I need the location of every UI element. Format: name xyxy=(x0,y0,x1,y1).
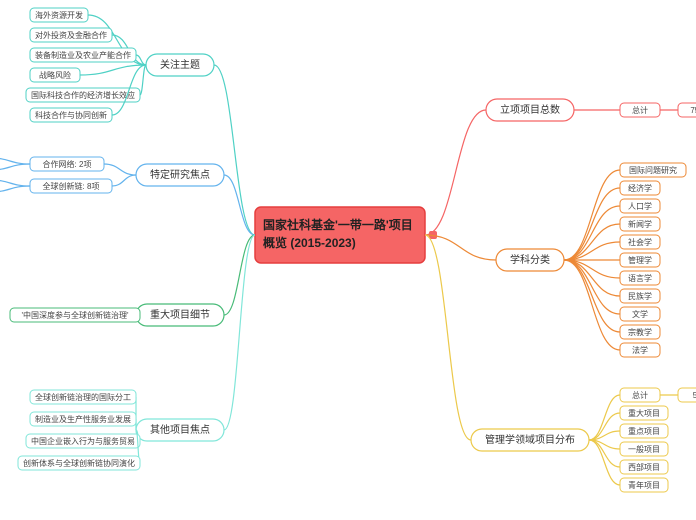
leaf-西部项目-text: 西部项目 xyxy=(628,462,660,472)
connector xyxy=(112,175,136,186)
leaf-科技合作与协同创新-text: 科技合作与协同创新 xyxy=(35,110,107,120)
leaf-'中国深度参与全球创新链治理'-text: '中国深度参与全球创新链治理' xyxy=(21,310,129,320)
connector xyxy=(564,260,620,296)
leaf-中国企业嵌入行为与服务贸易-text: 中国企业嵌入行为与服务贸易 xyxy=(31,436,135,446)
connector xyxy=(0,164,30,170)
leaf-一般项目-text: 一般项目 xyxy=(628,444,660,454)
leaf-总计-text: 总计 xyxy=(632,105,648,115)
leaf-宗教学-text: 宗教学 xyxy=(628,327,652,337)
connector xyxy=(564,224,620,260)
connector xyxy=(214,65,255,235)
leaf-重大项目-text: 重大项目 xyxy=(628,408,660,418)
connector xyxy=(104,164,136,175)
leaf-重点项目-text: 重点项目 xyxy=(628,426,660,436)
leaf-总计-text: 总计 xyxy=(632,390,648,400)
leaf-社会学-text: 社会学 xyxy=(628,237,652,247)
leaf-民族学-text: 民族学 xyxy=(628,291,652,301)
leaf-全球创新链: 8项-text: 全球创新链: 8项 xyxy=(43,181,100,191)
connector xyxy=(140,65,146,95)
connector xyxy=(224,235,255,430)
branch-学科分类-label: 学科分类 xyxy=(510,253,550,266)
branch-管理学领域项目分布-label: 管理学领域项目分布 xyxy=(485,433,575,446)
leaf-语言学-text: 语言学 xyxy=(628,273,652,283)
leaf-全球创新链治理的国际分工-text: 全球创新链治理的国际分工 xyxy=(35,392,131,402)
mindmap-canvas: 国家社科基金'一带一路'项目概览 (2015-2023) 关注主题 海外资源开发对外… xyxy=(0,0,696,520)
branch-立项项目总数-label: 立项项目总数 xyxy=(500,103,560,116)
leaf-青年项目-text: 青年项目 xyxy=(628,480,660,490)
connector xyxy=(425,235,471,440)
branch-其他项目焦点-label: 其他项目焦点 xyxy=(150,423,210,436)
connector xyxy=(564,188,620,260)
leaf-文学-text: 文学 xyxy=(632,309,648,319)
center-node[interactable] xyxy=(255,207,425,263)
leaf-合作网络: 2项-text: 合作网络: 2项 xyxy=(43,159,92,169)
leaf-海外资源开发-text: 海外资源开发 xyxy=(35,10,83,20)
leaf-创新体系与全球创新链协同演化-text: 创新体系与全球创新链协同演化 xyxy=(23,458,135,468)
leaf-新闻学-text: 新闻学 xyxy=(628,219,652,229)
leaf-装备制造业及农业产能合作-text: 装备制造业及农业产能合作 xyxy=(35,50,131,60)
connector xyxy=(564,260,620,350)
branch-关注主题-label: 关注主题 xyxy=(160,58,200,71)
leaf-经济学-text: 经济学 xyxy=(628,183,652,193)
connector xyxy=(0,186,30,192)
leaf-管理学-text: 管理学 xyxy=(628,255,652,265)
connector xyxy=(564,260,620,332)
leaf-制造业及生产性服务业发展-text: 制造业及生产性服务业发展 xyxy=(35,414,131,424)
connector xyxy=(589,440,620,485)
connector xyxy=(224,235,255,315)
leaf-国际问题研究-text: 国际问题研究 xyxy=(629,165,677,175)
leaf-法学-text: 法学 xyxy=(632,345,648,355)
connector xyxy=(0,180,30,186)
connector xyxy=(589,395,620,440)
branch-重大项目细节-label: 重大项目细节 xyxy=(150,308,210,321)
connector xyxy=(0,158,30,164)
connector xyxy=(224,175,255,235)
leaf-对外投资及金融合作-text: 对外投资及金融合作 xyxy=(35,30,107,40)
leaf-国际科技合作的经济增长效应-text: 国际科技合作的经济增长效应 xyxy=(31,90,135,100)
leaf-人口学-text: 人口学 xyxy=(628,201,652,211)
center-title-2: 概览 (2015-2023) xyxy=(263,235,356,250)
connector xyxy=(564,170,620,260)
center-title-1: 国家社科基金'一带一路'项目 xyxy=(263,217,413,232)
branch-特定研究焦点-label: 特定研究焦点 xyxy=(150,168,210,181)
leaf-战略风险-text: 战略风险 xyxy=(39,70,71,80)
value-750项-text: 750项 xyxy=(690,106,696,115)
connector xyxy=(425,110,486,235)
